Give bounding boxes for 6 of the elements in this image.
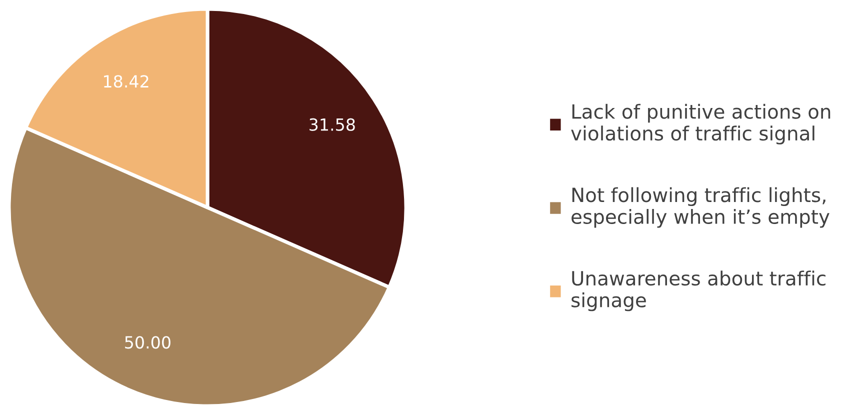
legend-label: Lack of punitive actions on violations of traffic signal [571,104,830,144]
data-label: 31.58 [310,118,355,131]
data-label: 18.42 [104,75,148,88]
data-label: 50.00 [125,336,170,349]
legend-label: Not following traffic lights, especially when it’s empty [572,187,830,228]
legend-label: Unawareness about traffic signage [572,270,826,312]
